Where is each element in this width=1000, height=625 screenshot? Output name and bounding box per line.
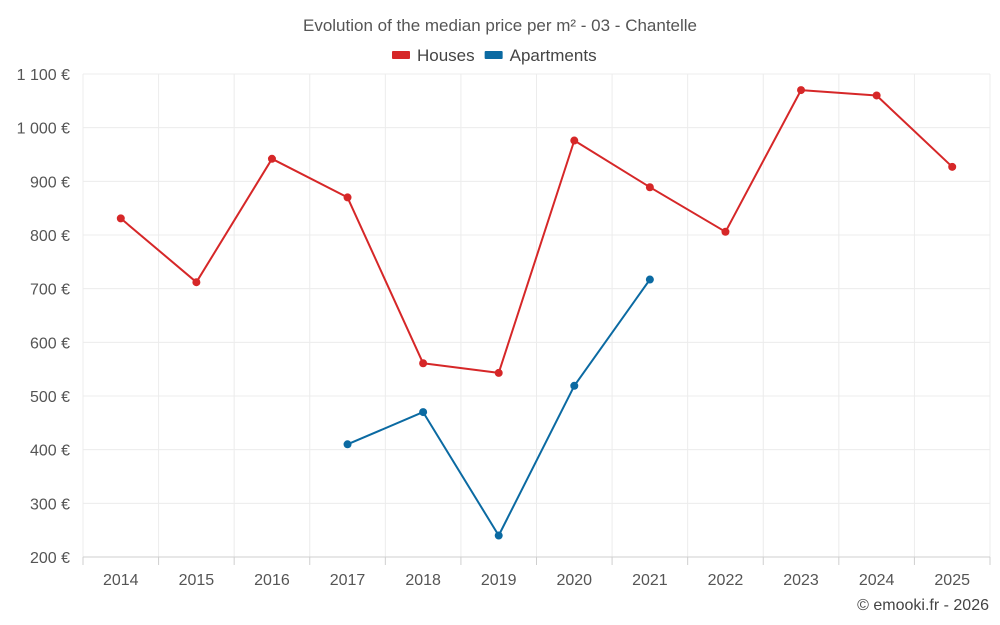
- data-point-houses: [948, 162, 957, 171]
- y-tick-label: 300 €: [30, 496, 70, 513]
- data-point-houses: [872, 91, 881, 100]
- data-point-houses: [494, 368, 503, 377]
- legend-swatch-apartments: [484, 51, 503, 59]
- series-houses: [116, 86, 957, 377]
- data-point-apartments: [494, 531, 503, 540]
- series-line-houses: [120, 89, 953, 374]
- legend-label-apartments: Apartments: [510, 46, 597, 65]
- x-tick-label: 2015: [179, 572, 215, 589]
- data-point-houses: [419, 359, 428, 368]
- x-tick-label: 2016: [254, 572, 290, 589]
- credit-text: © emooki.fr - 2026: [857, 597, 989, 614]
- data-point-houses: [116, 214, 125, 223]
- x-tick-label: 2021: [632, 572, 668, 589]
- legend-swatch-houses: [392, 51, 410, 59]
- legend: Houses Apartments: [392, 46, 597, 65]
- y-tick-label: 400 €: [30, 443, 70, 460]
- x-tick-label: 2014: [103, 572, 139, 589]
- series-apartments: [343, 275, 654, 540]
- legend-item-houses: Houses: [392, 46, 475, 65]
- y-tick-label: 600 €: [30, 335, 70, 352]
- legend-item-apartments: Apartments: [484, 46, 597, 65]
- series-line-apartments: [347, 278, 651, 537]
- y-tick-label: 1 100 €: [17, 67, 70, 84]
- data-point-apartments: [343, 440, 352, 449]
- data-point-houses: [797, 86, 806, 95]
- x-tick-label: 2018: [405, 572, 441, 589]
- data-point-apartments: [419, 408, 428, 417]
- data-point-apartments: [570, 381, 579, 390]
- data-point-houses: [570, 136, 579, 145]
- y-tick-label: 500 €: [30, 389, 70, 406]
- y-tick-label: 200 €: [30, 550, 70, 567]
- legend-label-houses: Houses: [417, 46, 475, 65]
- chart-title: Evolution of the median price per m² - 0…: [303, 16, 697, 35]
- data-point-houses: [192, 278, 201, 287]
- x-axis: 2014 2015 2016 2017 2018 2019 2020 2021 2022 2023…: [82, 556, 991, 589]
- series-layer: [116, 86, 957, 540]
- x-tick-label: 2019: [481, 572, 517, 589]
- data-point-houses: [343, 193, 352, 202]
- x-tick-label: 2020: [556, 572, 592, 589]
- data-point-houses: [267, 154, 276, 163]
- x-tick-label: 2025: [934, 572, 970, 589]
- y-tick-label: 1 000 €: [17, 121, 70, 138]
- x-tick-label: 2024: [859, 572, 895, 589]
- x-tick-label: 2017: [330, 572, 366, 589]
- y-tick-label: 900 €: [30, 174, 70, 191]
- y-tick-label: 800 €: [30, 228, 70, 245]
- y-tick-label: 700 €: [30, 282, 70, 299]
- y-axis: 200 € 300 € 400 € 500 € 600 € 700 € 800 € 900 €…: [17, 67, 70, 567]
- data-point-houses: [721, 227, 730, 236]
- grid: [82, 73, 991, 557]
- x-tick-label: 2022: [708, 572, 744, 589]
- data-point-houses: [645, 183, 654, 192]
- x-tick-label: 2023: [783, 572, 819, 589]
- data-point-apartments: [645, 275, 654, 284]
